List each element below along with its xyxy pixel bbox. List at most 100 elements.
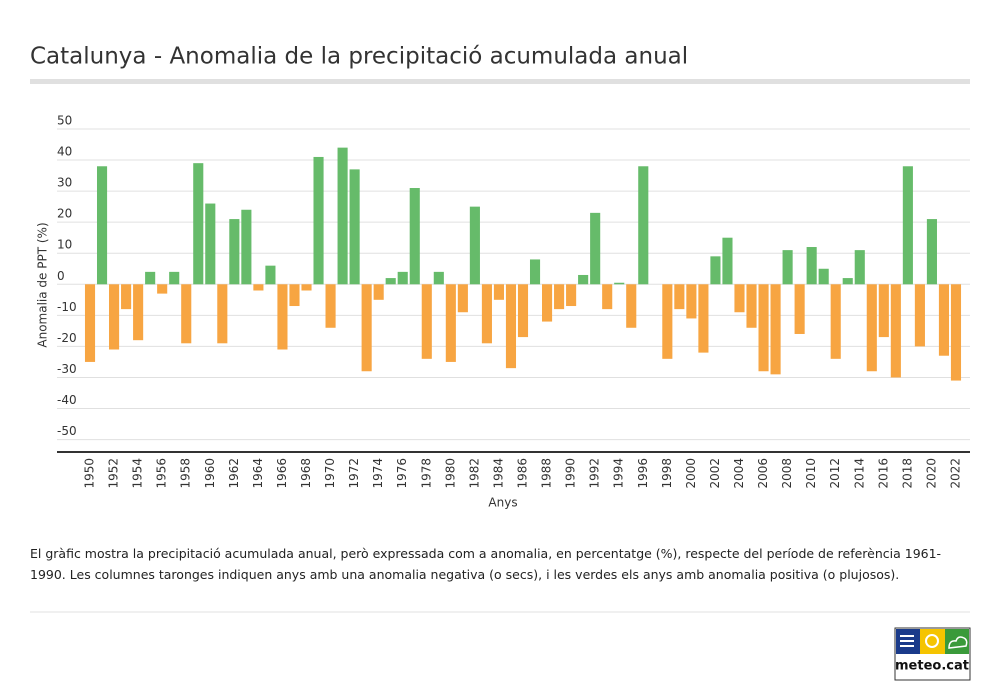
bar: [614, 282, 625, 285]
x-tick-label: 2004: [732, 458, 746, 489]
y-tick-label: 30: [57, 176, 72, 190]
bar: [638, 166, 649, 285]
x-tick-label: 1980: [443, 458, 457, 489]
bar: [421, 284, 432, 359]
y-tick-label: -30: [57, 362, 77, 376]
y-tick-label: 10: [57, 238, 72, 252]
bar: [914, 284, 925, 347]
bar: [241, 209, 252, 285]
x-tick-label: 2020: [924, 458, 938, 489]
bar: [265, 265, 276, 285]
x-tick-label: 1968: [299, 458, 313, 489]
y-tick-label: 50: [57, 114, 72, 128]
x-tick-label: 2022: [948, 458, 962, 489]
bar: [181, 284, 192, 344]
bar: [602, 284, 613, 310]
x-tick-label: 1958: [179, 458, 193, 489]
bar: [529, 259, 541, 285]
x-tick-label: 1950: [83, 458, 97, 489]
bar: [854, 250, 865, 285]
bar: [542, 284, 553, 322]
y-axis-title: Anomalia de PPT (%): [36, 222, 50, 347]
y-tick-label: -50: [57, 424, 77, 438]
bar: [493, 284, 504, 300]
bar: [842, 278, 853, 285]
bar: [169, 271, 180, 285]
x-tick-label: 2012: [828, 458, 842, 489]
y-tick-label: 0: [57, 269, 65, 283]
bar: [229, 219, 240, 285]
x-tick-label: 1988: [540, 458, 554, 489]
bar: [722, 237, 733, 285]
bar: [193, 163, 204, 285]
x-tick-label: 2010: [804, 458, 818, 489]
logo-green: [945, 629, 969, 654]
y-tick-label: -40: [57, 393, 77, 407]
bar: [554, 284, 565, 310]
bar: [349, 169, 360, 285]
bar: [794, 284, 805, 334]
bar: [902, 166, 913, 285]
y-tick-label: -20: [57, 331, 77, 345]
x-tick-label: 2008: [780, 458, 794, 489]
x-tick-label: 1966: [275, 458, 289, 489]
bar: [481, 284, 492, 344]
bar: [818, 268, 829, 285]
bar: [505, 284, 517, 369]
x-tick-label: 1996: [636, 458, 650, 489]
bar: [469, 206, 480, 285]
bar: [385, 278, 396, 285]
bar: [109, 284, 120, 350]
bar: [277, 284, 288, 350]
bar: [84, 284, 96, 362]
bar: [578, 274, 589, 285]
bar: [517, 284, 529, 338]
x-tick-label: 1986: [516, 458, 530, 489]
x-tick-label: 1970: [323, 458, 337, 489]
bar: [409, 188, 420, 285]
logo: meteo.cat: [894, 627, 971, 681]
x-tick-label: 1974: [371, 458, 385, 489]
bar: [397, 271, 408, 285]
x-tick-label: 1964: [251, 458, 265, 489]
bar: [710, 256, 721, 285]
bar: [145, 271, 156, 285]
bar: [866, 284, 877, 372]
y-tick-label: -10: [57, 300, 77, 314]
bar: [770, 284, 781, 375]
bar: [758, 284, 769, 372]
bar: [950, 284, 962, 381]
x-tick-label: 2016: [876, 458, 890, 489]
x-tick-label: 1978: [419, 458, 433, 489]
x-tick-label: 1956: [155, 458, 169, 489]
bar: [313, 156, 324, 285]
bar: [289, 284, 300, 307]
x-tick-label: 2002: [708, 458, 722, 489]
bar: [746, 284, 757, 328]
x-tick-label: 1960: [203, 458, 217, 489]
x-tick-label: 1998: [660, 458, 674, 489]
bar: [373, 284, 384, 300]
bar: [301, 284, 312, 291]
bar: [133, 284, 144, 341]
bar: [878, 284, 889, 338]
title-rule: [30, 79, 970, 84]
x-tick-label: 1992: [588, 458, 602, 489]
bar: [734, 284, 745, 313]
x-tick-label: 2014: [852, 458, 866, 489]
bar: [674, 284, 685, 310]
x-tick-label: 1954: [131, 458, 145, 489]
logo-text: meteo.cat: [895, 659, 969, 674]
bar: [626, 284, 637, 328]
x-tick-label: 2000: [684, 458, 698, 489]
bar: [566, 284, 577, 307]
bar: [662, 284, 673, 359]
bar: [698, 284, 709, 353]
bar: [806, 247, 817, 285]
x-tick-label: 1952: [107, 458, 121, 489]
x-tick-label: 2006: [756, 458, 770, 489]
logo-sun: [925, 634, 939, 648]
bar: [253, 284, 264, 291]
